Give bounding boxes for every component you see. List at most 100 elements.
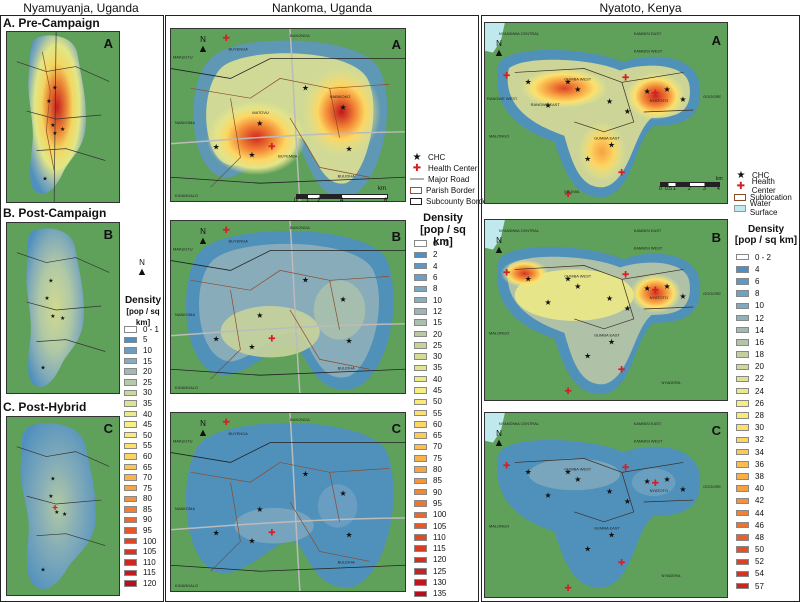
legend-swatch (736, 253, 749, 261)
svg-text:★: ★ (608, 338, 615, 347)
svg-text:★: ★ (62, 511, 67, 518)
legend-swatch (124, 389, 137, 397)
north-label: N (200, 227, 206, 236)
legend-entry: 0 - 2 (736, 251, 771, 263)
legend-label: 90 (143, 515, 152, 525)
legend-label: 12 (755, 313, 764, 323)
svg-text:NANKOMA: NANKOMA (175, 506, 195, 511)
svg-text:NYATOTO: NYATOTO (650, 295, 668, 300)
svg-text:★: ★ (606, 97, 613, 106)
svg-text:NANKOMA: NANKOMA (175, 120, 195, 125)
legend-swatch (414, 262, 427, 270)
svg-text:★: ★ (584, 351, 591, 360)
legend-entry: 60 (124, 451, 159, 462)
legend-swatch (736, 290, 749, 297)
legend-swatch (414, 477, 427, 485)
svg-text:RANGWE EAST: RANGWE EAST (531, 102, 561, 107)
legend-label: 16 (755, 337, 764, 347)
legend-entry: 100 (414, 509, 449, 520)
svg-text:✚: ✚ (52, 504, 58, 512)
svg-text:GUMBA WEST: GUMBA WEST (564, 76, 591, 81)
legend-health-center-nyatoto: ✚ Health Center (734, 177, 800, 195)
legend-swatch (124, 431, 137, 439)
legend-swatch (736, 582, 749, 590)
legend-entry: 85 (124, 504, 159, 515)
svg-text:★: ★ (256, 505, 263, 514)
star-icon: ★ (412, 151, 422, 163)
legend-label: 85 (143, 504, 152, 514)
legend-entry: 26 (736, 397, 771, 409)
legend-swatch (414, 364, 427, 372)
legend-label: 8 (755, 289, 760, 299)
legend-title-nankoma: Density [pop / sq km] (412, 212, 474, 248)
map-nyatoto-post-hybrid: ★ ★ ★ ★ ★ ★ ★ ★ ★ ★ ★ ✚ ✚ ✚ ✚ ✚ NYANDIWA CENTRAL KAM… (484, 412, 728, 598)
legend-entry: 30 (414, 351, 449, 362)
svg-text:NANKOMA: NANKOMA (175, 312, 195, 317)
north-label: N (139, 258, 145, 267)
legend-label: 10 (143, 345, 152, 355)
svg-text:★: ★ (302, 275, 309, 284)
legend-entry: 80 (124, 494, 159, 505)
legend-entry: 100 (124, 536, 159, 547)
svg-text:NABIKOKO: NABIKOKO (330, 94, 351, 99)
svg-text:RANGWE WEST: RANGWE WEST (487, 96, 518, 101)
legend-title-line2: [pop / sq km] (420, 224, 466, 248)
legend-label: 52 (755, 557, 764, 567)
legend-label: 65 (433, 431, 442, 441)
legend-swatch (736, 570, 749, 578)
svg-text:MALONGO: MALONGO (489, 331, 509, 336)
legend-label: 34 (755, 447, 764, 457)
legend-swatch (414, 353, 427, 360)
legend-label: 0 - 1 (433, 239, 450, 249)
legend-swatch (736, 546, 749, 553)
legend-entry: 38 (736, 470, 771, 482)
svg-text:★: ★ (574, 85, 581, 94)
legend-label: 115 (433, 544, 446, 554)
legend-label: 50 (433, 397, 442, 407)
legend-swatch (124, 580, 137, 587)
scale-tick: 4 (340, 198, 344, 204)
svg-text:GUMBA EAST: GUMBA EAST (594, 136, 620, 141)
svg-text:★: ★ (679, 292, 686, 301)
svg-text:MAKUUTU: MAKUUTU (173, 247, 193, 252)
legend-label: 135 (433, 589, 447, 599)
svg-text:✚: ✚ (503, 460, 510, 470)
legend-entry: 110 (414, 532, 449, 543)
north-label: N (200, 35, 206, 44)
legend-label: Subcounty Border (426, 196, 491, 206)
legend-label: Water Surface (749, 199, 778, 217)
svg-text:★: ★ (679, 95, 686, 104)
svg-text:✚: ✚ (622, 462, 629, 472)
svg-text:★: ★ (346, 337, 353, 346)
svg-text:KIGANDALO: KIGANDALO (175, 583, 198, 588)
legend-swatch (124, 453, 137, 460)
north-arrow-icon: ▲ (197, 427, 209, 439)
legend-swatch (124, 442, 137, 450)
legend-entry: 16 (736, 336, 771, 348)
scale-unit: km (716, 176, 723, 182)
svg-text:★: ★ (302, 83, 309, 92)
legend-entry: 57 (736, 580, 771, 592)
legend-title-line1: Density (124, 295, 162, 306)
svg-text:★: ★ (624, 497, 631, 506)
svg-text:★: ★ (40, 364, 45, 371)
legend-swatch (414, 545, 427, 552)
legend-swatch (414, 285, 427, 293)
svg-text:NYADERA: NYADERA (662, 573, 681, 578)
legend-label: 35 (143, 398, 152, 408)
legend-entry: 115 (124, 568, 159, 579)
legend-entry: 10 (736, 300, 771, 312)
legend-entry: 42 (736, 495, 771, 507)
legend-entry: 15 (414, 317, 449, 328)
legend-label: CHC (752, 170, 770, 180)
svg-text:★: ★ (624, 107, 631, 116)
legend-title-line2: [pop / sq km] (126, 307, 160, 327)
legend-chc: ★ CHC (410, 151, 446, 163)
legend-label: 95 (143, 526, 152, 536)
legend-label: 45 (433, 386, 442, 395)
legend-swatch (414, 409, 427, 417)
panel-letter-nyamuyanja-a: A (103, 36, 113, 51)
legend-entry: 54 (736, 568, 771, 580)
north-arrow-icon: ▲ (197, 43, 209, 55)
svg-text:✚: ✚ (268, 528, 275, 538)
